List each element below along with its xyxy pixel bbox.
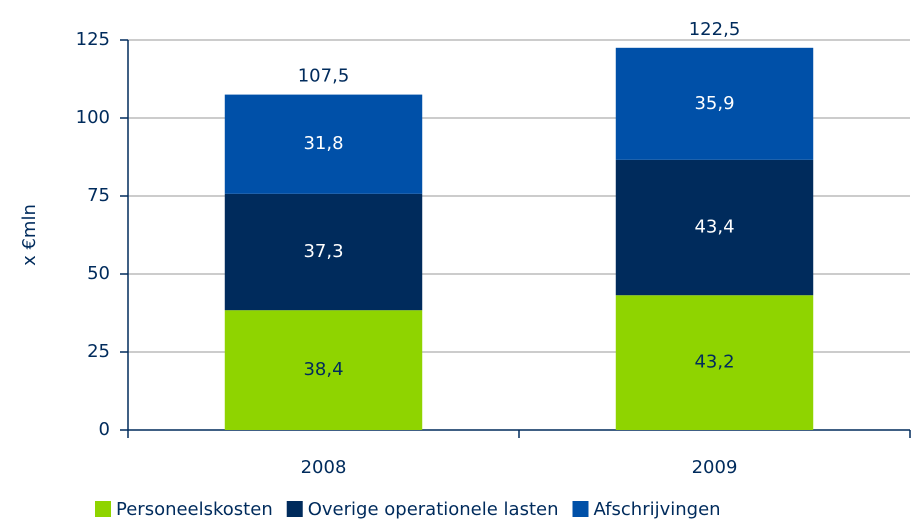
total-label: 122,5 [689, 19, 741, 40]
legend-swatch [572, 501, 589, 517]
value-label: 38,4 [303, 359, 343, 380]
legend-label: Afschrijvingen [594, 499, 721, 520]
y-tick-label: 100 [76, 107, 110, 128]
value-label: 43,2 [694, 352, 734, 373]
bar-segment [615, 159, 814, 296]
value-label: 31,8 [303, 133, 343, 154]
bar-segment [224, 94, 423, 194]
x-tick-label: 2008 [301, 457, 347, 478]
bar-segment [615, 47, 814, 160]
y-tick-label: 0 [99, 419, 110, 440]
value-label: 35,9 [694, 93, 734, 114]
legend-swatch [286, 501, 303, 517]
x-tick-label: 2009 [692, 457, 738, 478]
bar-segment [224, 310, 423, 430]
y-tick-label: 125 [76, 29, 110, 50]
legend-label: Overige operationele lasten [308, 499, 559, 520]
legend-swatch [95, 501, 111, 517]
y-tick-label: 50 [87, 263, 110, 284]
legend-label: Personeelskosten [116, 499, 273, 520]
bar-segment [224, 193, 423, 311]
y-tick-label: 75 [87, 185, 110, 206]
total-label: 107,5 [298, 66, 350, 87]
y-axis-label: x €mln [19, 204, 40, 266]
bar-segment [615, 295, 814, 430]
value-label: 43,4 [694, 217, 734, 238]
y-tick-label: 25 [87, 341, 110, 362]
value-label: 37,3 [303, 241, 343, 262]
